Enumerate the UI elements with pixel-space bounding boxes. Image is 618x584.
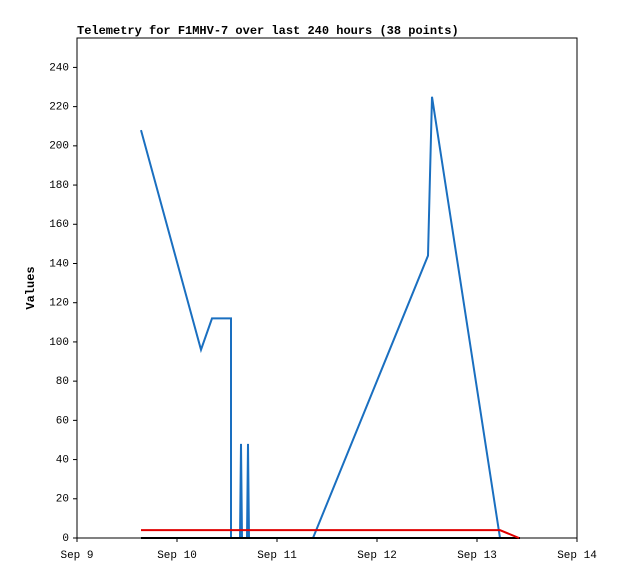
y-tick-label: 200 bbox=[49, 141, 69, 153]
y-axis-label: Values bbox=[24, 266, 38, 309]
y-tick-label: 100 bbox=[49, 337, 69, 349]
x-tick-label: Sep 11 bbox=[257, 550, 297, 562]
y-tick-label: 60 bbox=[56, 415, 69, 427]
x-tick-label: Sep 13 bbox=[457, 550, 497, 562]
y-tick-label: 120 bbox=[49, 298, 69, 310]
y-tick-label: 240 bbox=[49, 62, 69, 74]
x-tick-label: Sep 10 bbox=[157, 550, 197, 562]
y-tick-label: 0 bbox=[62, 533, 69, 545]
series-line bbox=[140, 96, 501, 539]
y-tick-label: 40 bbox=[56, 454, 69, 466]
x-tick-label: Sep 9 bbox=[60, 550, 93, 562]
chart-title: Telemetry for F1MHV-7 over last 240 hour… bbox=[77, 24, 459, 38]
plot-frame bbox=[76, 37, 578, 539]
x-tick-label: Sep 12 bbox=[357, 550, 397, 562]
y-tick-label: 160 bbox=[49, 219, 69, 231]
series-line bbox=[141, 529, 520, 539]
y-tick-label: 220 bbox=[49, 102, 69, 114]
x-tick-label: Sep 14 bbox=[557, 550, 597, 562]
y-tick-label: 180 bbox=[49, 180, 69, 192]
y-tick-label: 80 bbox=[56, 376, 69, 388]
y-tick-label: 140 bbox=[49, 258, 69, 270]
y-tick-label: 20 bbox=[56, 494, 69, 506]
